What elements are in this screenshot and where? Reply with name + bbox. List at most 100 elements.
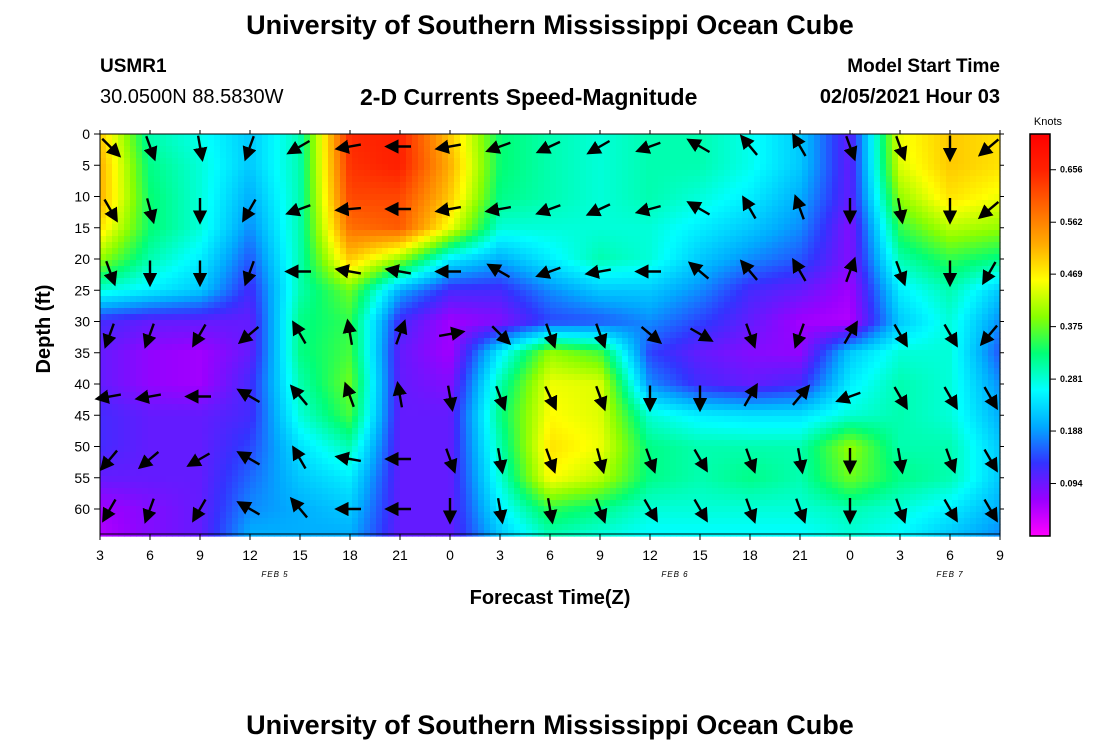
heatmap-cell (172, 218, 179, 225)
heatmap-cell (532, 248, 539, 255)
heatmap-cell (550, 152, 557, 159)
heatmap-cell (334, 212, 341, 219)
heatmap-cell (220, 200, 227, 207)
heatmap-cell (274, 158, 281, 165)
heatmap-cell (634, 242, 641, 249)
heatmap-cell (532, 278, 539, 285)
heatmap-cell (172, 146, 179, 153)
heatmap-cell (202, 170, 209, 177)
heatmap-cell (178, 170, 185, 177)
heatmap-cell (400, 134, 407, 141)
heatmap-cell (784, 188, 791, 195)
heatmap-cell (268, 314, 275, 321)
heatmap-cell (388, 212, 395, 219)
heatmap-cell (604, 206, 611, 213)
heatmap-cell (172, 266, 179, 273)
heatmap-cell (292, 308, 299, 315)
heatmap-cell (874, 326, 881, 333)
heatmap-cell (358, 164, 365, 171)
heatmap-cell (208, 302, 215, 309)
heatmap-cell (700, 158, 707, 165)
heatmap-cell (100, 194, 107, 201)
heatmap-cell (706, 176, 713, 183)
heatmap-cell (706, 230, 713, 237)
heatmap-cell (706, 164, 713, 171)
heatmap-cell (664, 236, 671, 243)
heatmap-cell (562, 296, 569, 303)
heatmap-cell (538, 320, 545, 327)
heatmap-cell (754, 272, 761, 279)
heatmap-cell (712, 158, 719, 165)
heatmap-cell (820, 152, 827, 159)
heatmap-cell (712, 170, 719, 177)
heatmap-cell (964, 260, 971, 267)
heatmap-cell (544, 248, 551, 255)
heatmap-cell (742, 248, 749, 255)
heatmap-cell (568, 308, 575, 315)
heatmap-cell (160, 158, 167, 165)
heatmap-cell (700, 254, 707, 261)
heatmap-cell (280, 314, 287, 321)
heatmap-cell (418, 314, 425, 321)
heatmap-cell (382, 284, 389, 291)
heatmap-cell (574, 314, 581, 321)
heatmap-cell (364, 188, 371, 195)
heatmap-cell (400, 260, 407, 267)
heatmap-cell (424, 176, 431, 183)
heatmap-cell (496, 326, 503, 333)
heatmap-cell (628, 320, 635, 327)
heatmap-cell (502, 134, 509, 141)
heatmap-cell (640, 314, 647, 321)
heatmap-cell (610, 266, 617, 273)
heatmap-cell (742, 302, 749, 309)
heatmap-cell (550, 224, 557, 231)
heatmap-cell (880, 134, 887, 141)
heatmap-cell (214, 314, 221, 321)
heatmap-cell (370, 284, 377, 291)
heatmap-cell (202, 248, 209, 255)
heatmap-cell (922, 284, 929, 291)
heatmap-cell (178, 332, 185, 339)
heatmap-cell (946, 314, 953, 321)
heatmap-cell (424, 134, 431, 141)
heatmap-cell (208, 188, 215, 195)
heatmap-cell (262, 260, 269, 267)
heatmap-cell (904, 152, 911, 159)
heatmap-cell (868, 218, 875, 225)
heatmap-cell (556, 248, 563, 255)
heatmap-cell (394, 188, 401, 195)
heatmap-cell (754, 140, 761, 147)
heatmap-cell (808, 290, 815, 297)
heatmap-cell (670, 170, 677, 177)
heatmap-cell (136, 206, 143, 213)
heatmap-cell (262, 296, 269, 303)
heatmap-cell (916, 308, 923, 315)
heatmap-cell (568, 278, 575, 285)
heatmap-cell (274, 200, 281, 207)
heatmap-cell (856, 164, 863, 171)
heatmap-cell (982, 266, 989, 273)
heatmap-cell (508, 236, 515, 243)
heatmap-cell (274, 260, 281, 267)
heatmap-cell (892, 164, 899, 171)
heatmap-cell (640, 296, 647, 303)
heatmap-cell (322, 140, 329, 147)
heatmap-cell (334, 194, 341, 201)
heatmap-cell (862, 140, 869, 147)
heatmap-cell (562, 278, 569, 285)
heatmap-cell (268, 164, 275, 171)
heatmap-cell (364, 266, 371, 273)
heatmap-cell (178, 284, 185, 291)
heatmap-cell (664, 248, 671, 255)
heatmap-cell (916, 266, 923, 273)
heatmap-cell (574, 236, 581, 243)
heatmap-cell (562, 176, 569, 183)
heatmap-cell (586, 242, 593, 249)
heatmap-cell (292, 284, 299, 291)
heatmap-cell (808, 164, 815, 171)
heatmap-cell (874, 314, 881, 321)
heatmap-cell (556, 254, 563, 261)
heatmap-cell (286, 194, 293, 201)
heatmap-cell (160, 260, 167, 267)
heatmap-cell (748, 236, 755, 243)
